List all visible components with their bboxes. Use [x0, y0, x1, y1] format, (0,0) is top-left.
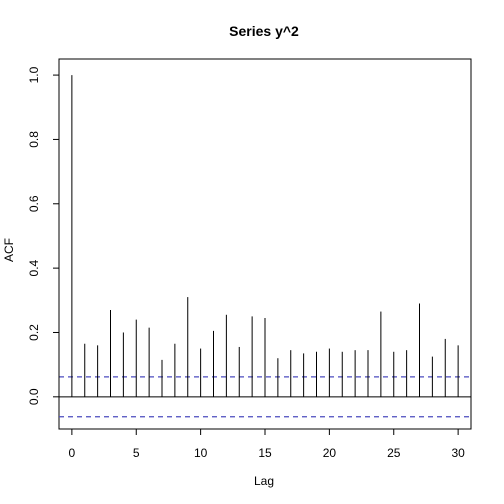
y-tick-label-1: 1.0 [27, 66, 41, 83]
x-tick-label-0: 0 [69, 446, 76, 460]
x-tick-label-5: 5 [133, 446, 140, 460]
x-tick-label-10: 10 [194, 446, 208, 460]
y-tick-label-0-8: 0.8 [27, 131, 41, 148]
chart-marks [59, 75, 471, 418]
y-tick-label-0-2: 0.2 [27, 324, 41, 341]
x-tick-label-30: 30 [451, 446, 465, 460]
y-tick-label-0: 0.0 [27, 388, 41, 405]
axes: 0 5 10 15 20 25 30 0.0 0.2 0.4 0.6 0.8 1.0 [27, 66, 465, 460]
chart-title: Series y^2 [229, 23, 299, 39]
x-tick-label-25: 25 [387, 446, 401, 460]
x-axis-title: Lag [254, 474, 274, 488]
y-tick-label-0-4: 0.4 [27, 259, 41, 276]
y-axis-title: ACF [2, 238, 16, 262]
y-tick-label-0-6: 0.6 [27, 195, 41, 212]
x-tick-label-15: 15 [258, 446, 272, 460]
x-tick-label-20: 20 [323, 446, 337, 460]
